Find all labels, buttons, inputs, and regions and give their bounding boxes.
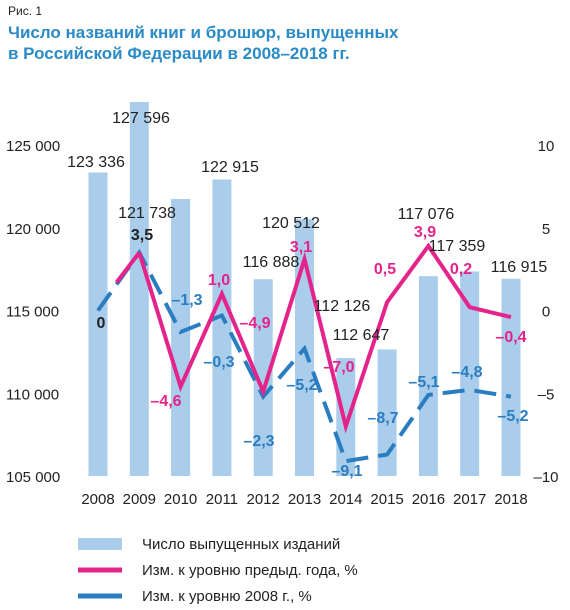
vs-2008-value-label: –9,1: [331, 463, 362, 480]
prev-year-value-label: 0,5: [374, 261, 396, 278]
vs-2008-value-label: –2,3: [243, 433, 274, 450]
prev-year-value-label: 1,0: [208, 272, 230, 289]
vs-2008-value-label: –5,1: [408, 374, 439, 391]
bar-value-label: 116 888: [243, 254, 300, 271]
bar-2011: [212, 179, 232, 476]
legend-label: Изм. к уровню предыд. года, %: [142, 562, 358, 579]
bar-2017: [460, 271, 480, 476]
vs-2008-value-label: –1,3: [171, 292, 202, 309]
line-prev-year: [137, 242, 512, 434]
legend-label: Изм. к уровню 2008 г., %: [142, 588, 312, 605]
prev-year-value-label: 0,2: [450, 261, 472, 278]
bar-2016: [418, 276, 438, 476]
legend-bar-swatch: [78, 538, 122, 550]
vs-2008-value-label: –5,2: [286, 377, 317, 394]
x-axis-tick-label: 2010: [164, 491, 197, 508]
bar-2010: [171, 198, 191, 477]
vs-2008-value-label: 0: [97, 315, 106, 332]
bar-value-label: 123 336: [67, 154, 125, 171]
bar-2008: [88, 172, 108, 477]
x-axis-tick-label: 2009: [123, 491, 156, 508]
left-axis-tick-label: 120 000: [6, 221, 60, 238]
prev-year-value-label: –7,0: [323, 359, 354, 376]
x-axis-tick-label: 2013: [288, 491, 321, 508]
left-axis-tick-label: 115 000: [6, 304, 59, 321]
prev-year-value-label: –4,9: [239, 315, 270, 332]
x-axis-tick-label: 2018: [494, 491, 527, 508]
bar-value-label: 112 647: [333, 327, 390, 344]
bar-value-label: 117 076: [398, 206, 455, 223]
prev-year-value-label: –4,6: [150, 393, 181, 410]
bar-2012: [253, 279, 273, 476]
bar-2018: [501, 278, 521, 476]
bar-value-label: 117 359: [429, 238, 486, 255]
vs-2008-value-label: –0,3: [203, 354, 234, 371]
prev-year-value-label: 3,9: [414, 224, 436, 241]
bar-value-label: 122 915: [201, 159, 259, 176]
figure-label: Рис. 1: [8, 4, 43, 18]
chart-title-line-1: Число названий книг и брошюр, выпущенных: [8, 23, 399, 42]
x-axis-tick-label: 2012: [247, 491, 280, 508]
right-axis-tick-label: 5: [542, 221, 550, 238]
vs-2008-value-label: –4,8: [451, 364, 482, 381]
chart-title: Число названий книг и брошюр, выпущенных…: [8, 22, 548, 64]
right-axis-tick-label: –5: [538, 386, 555, 403]
legend-label: Число выпущенных изданий: [142, 536, 340, 553]
chart-title-line-2: в Российской Федерации в 2008–2018 гг.: [8, 44, 350, 63]
x-axis-tick-label: 2016: [412, 491, 445, 508]
bar-value-label: 121 738: [118, 205, 176, 222]
bar-2009: [129, 102, 149, 477]
left-axis-tick-label: 105 000: [6, 469, 60, 486]
vs-2008-value-label: 3,5: [131, 227, 153, 244]
bar-value-label: 120 512: [262, 215, 320, 232]
line-vs-2008: [96, 248, 512, 464]
left-axis-tick-label: 110 000: [6, 386, 59, 403]
bar-value-label: 112 126: [314, 298, 371, 315]
x-axis-tick-label: 2015: [370, 491, 403, 508]
line-prev-year-lead: [114, 251, 141, 284]
vs-2008-value-label: –8,7: [367, 410, 398, 427]
right-axis-tick-label: 0: [542, 304, 550, 321]
x-axis-tick-label: 2011: [206, 491, 238, 508]
x-axis-tick-label: 2008: [81, 491, 114, 508]
right-axis-tick-label: 10: [538, 138, 555, 155]
bar-value-label: 116 915: [491, 259, 548, 276]
prev-year-value-label: –0,4: [495, 329, 526, 346]
right-axis-tick-label: –10: [533, 469, 558, 486]
x-axis-tick-label: 2014: [329, 491, 362, 508]
vs-2008-value-label: –5,2: [497, 408, 528, 425]
x-axis-tick-label: 2017: [453, 491, 486, 508]
prev-year-value-label: 3,1: [290, 239, 312, 256]
bar-value-label: 127 596: [112, 110, 170, 127]
left-axis-tick-label: 125 000: [6, 138, 60, 155]
